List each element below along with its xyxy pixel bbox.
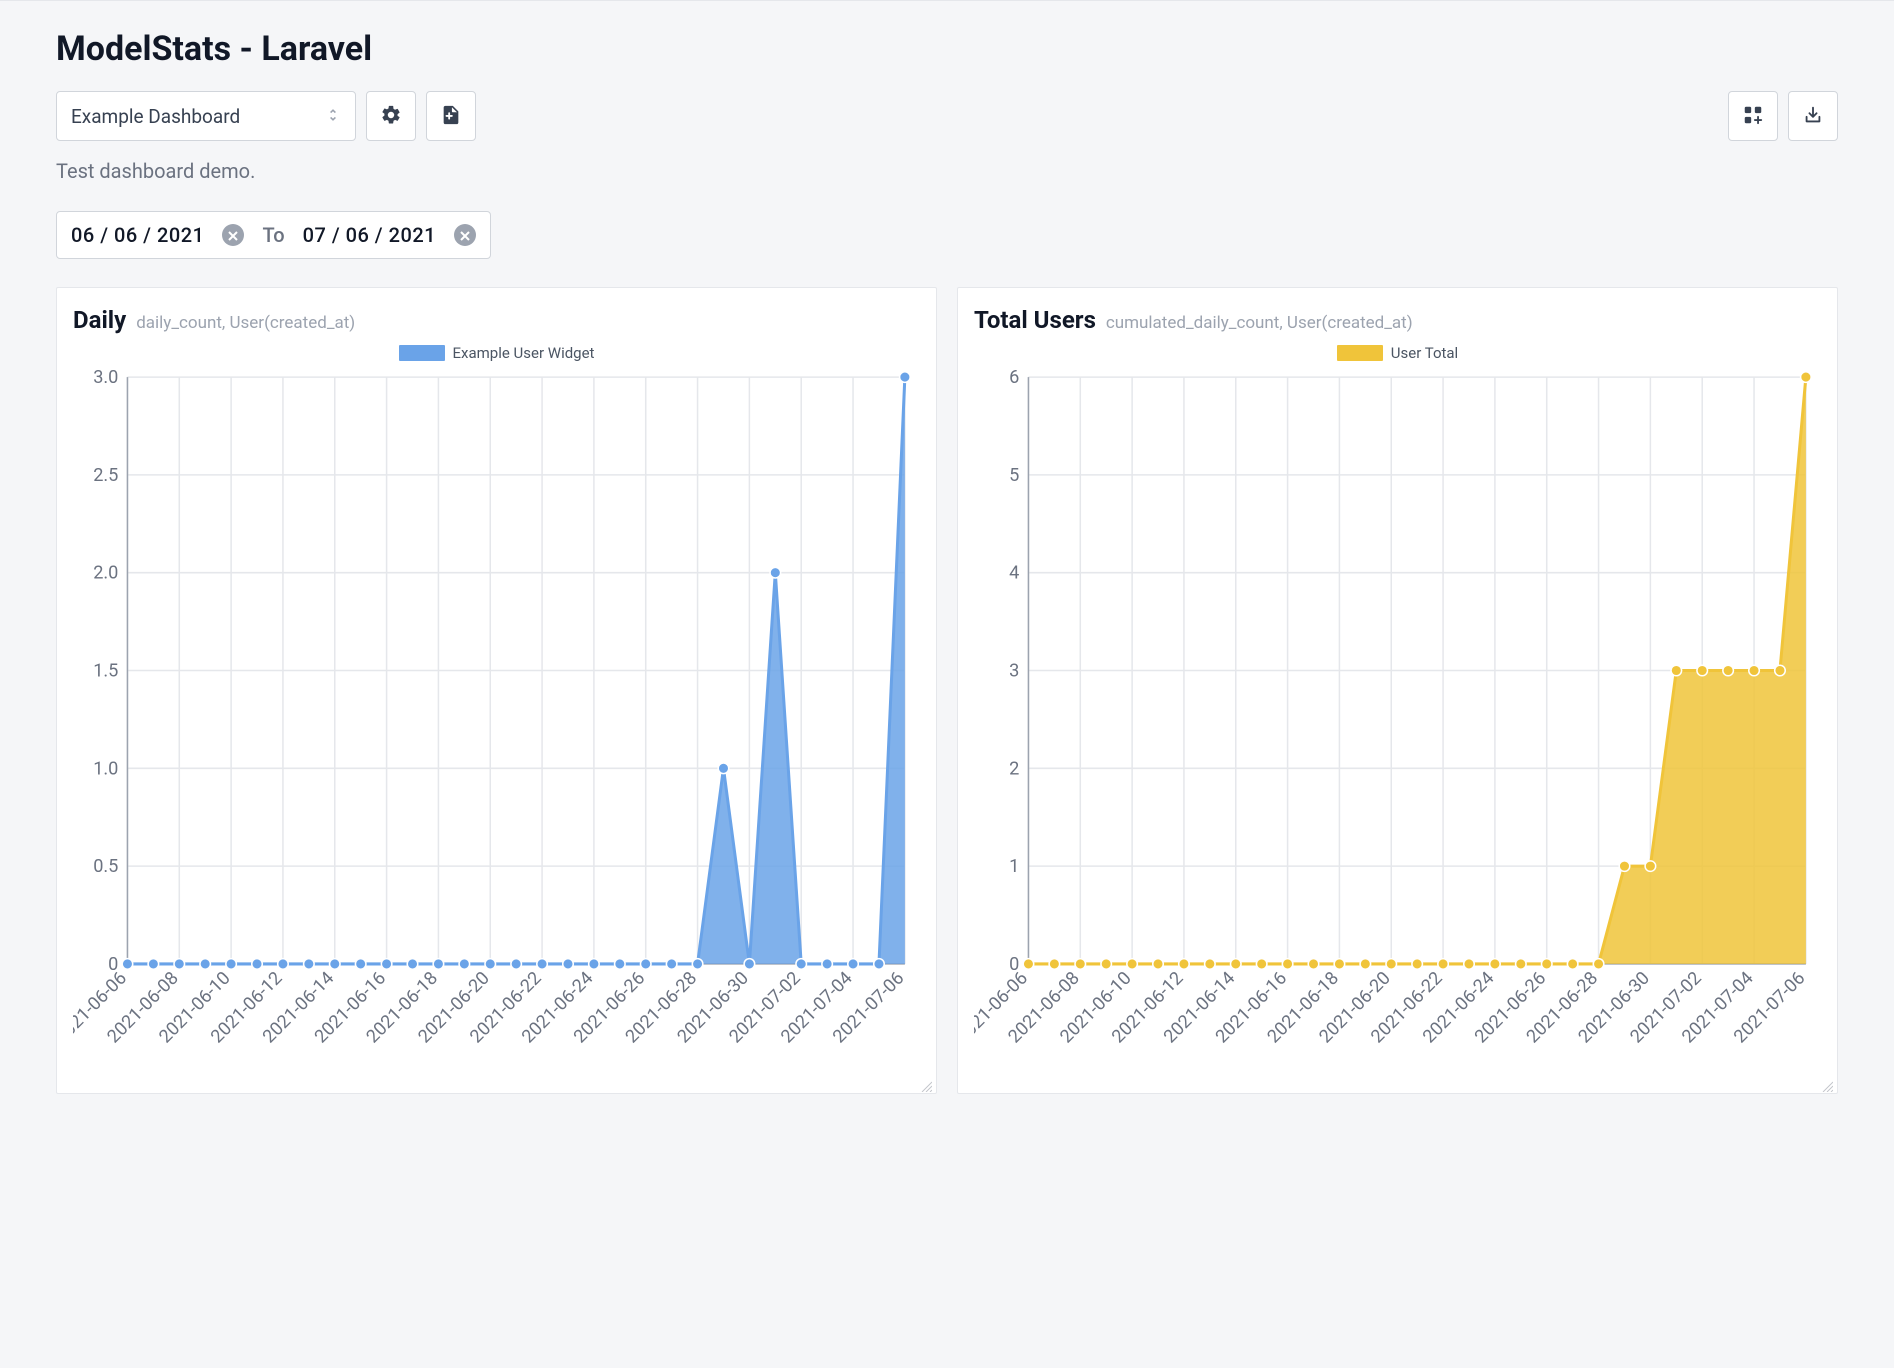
date-from-value: 06 / 06 / 2021 [71, 223, 204, 247]
svg-text:3: 3 [1009, 661, 1019, 682]
clear-from-button[interactable] [222, 224, 244, 246]
gear-icon [380, 104, 402, 129]
page-title: ModelStats - Laravel [56, 29, 1838, 69]
chart-legend[interactable]: User Total [974, 344, 1821, 362]
controls-left: Example Dashboard [56, 91, 476, 141]
date-range-picker[interactable]: 06 / 06 / 2021 To 07 / 06 / 2021 [56, 211, 491, 259]
dashboard-select[interactable]: Example Dashboard [56, 91, 356, 141]
chart-header: Daily daily_count, User(created_at) [73, 306, 920, 334]
clear-to-button[interactable] [454, 224, 476, 246]
close-icon [459, 223, 471, 247]
svg-text:5: 5 [1009, 465, 1019, 486]
svg-text:2.5: 2.5 [93, 465, 118, 486]
dashboard-select-value: Example Dashboard [71, 105, 240, 128]
close-icon [227, 223, 239, 247]
svg-text:1.5: 1.5 [93, 661, 118, 682]
svg-text:0.5: 0.5 [93, 856, 118, 877]
chart-legend[interactable]: Example User Widget [73, 344, 920, 362]
chart-header: Total Users cumulated_daily_count, User(… [974, 306, 1821, 334]
svg-text:2.0: 2.0 [93, 563, 118, 584]
svg-text:6: 6 [1009, 368, 1019, 388]
resize-handle-icon[interactable] [920, 1077, 932, 1089]
grid-plus-icon [1742, 104, 1764, 129]
chart-card-daily: Daily daily_count, User(created_at) Exam… [56, 287, 937, 1094]
legend-swatch [399, 345, 445, 361]
chart-plot: 01234562021-06-062021-06-082021-06-10202… [974, 368, 1821, 1083]
add-widget-button[interactable] [1728, 91, 1778, 141]
chevron-up-down-icon [325, 105, 341, 128]
chart-plot: 00.51.01.52.02.53.02021-06-062021-06-082… [73, 368, 920, 1083]
legend-swatch [1337, 345, 1383, 361]
download-icon [1802, 104, 1824, 129]
controls-row: Example Dashboard [56, 91, 1838, 141]
date-to-label: To [262, 223, 284, 247]
chart-subtitle: daily_count, User(created_at) [136, 313, 355, 333]
chart-title: Daily [73, 306, 126, 334]
svg-text:3.0: 3.0 [93, 368, 118, 388]
settings-button[interactable] [366, 91, 416, 141]
chart-title: Total Users [974, 306, 1096, 334]
svg-text:4: 4 [1009, 563, 1019, 584]
dashboard-description: Test dashboard demo. [56, 159, 1838, 183]
download-button[interactable] [1788, 91, 1838, 141]
new-dashboard-button[interactable] [426, 91, 476, 141]
resize-handle-icon[interactable] [1821, 1077, 1833, 1089]
svg-text:2: 2 [1009, 758, 1019, 779]
controls-right [1728, 91, 1838, 141]
chart-card-total: Total Users cumulated_daily_count, User(… [957, 287, 1838, 1094]
charts-row: Daily daily_count, User(created_at) Exam… [56, 287, 1838, 1094]
svg-text:1: 1 [1009, 856, 1019, 877]
date-to-value: 07 / 06 / 2021 [303, 223, 436, 247]
file-plus-icon [440, 104, 462, 129]
dashboard-page: ModelStats - Laravel Example Dashboard [0, 0, 1894, 1134]
legend-label: Example User Widget [453, 344, 595, 362]
chart-subtitle: cumulated_daily_count, User(created_at) [1106, 313, 1413, 333]
legend-label: User Total [1391, 344, 1458, 362]
svg-text:1.0: 1.0 [93, 758, 118, 779]
